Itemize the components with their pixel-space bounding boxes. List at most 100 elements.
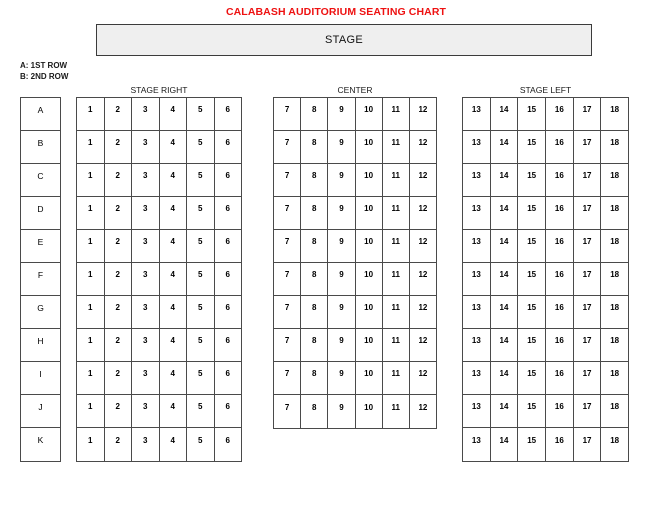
seat-h-2[interactable]: 2 [105, 329, 132, 361]
seat-g-8[interactable]: 8 [301, 296, 329, 328]
seat-c-13[interactable]: 13 [463, 164, 491, 196]
seat-h-11[interactable]: 11 [383, 329, 410, 361]
seat-c-11[interactable]: 11 [383, 164, 410, 196]
seat-d-3[interactable]: 3 [132, 197, 160, 229]
seat-e-7[interactable]: 7 [274, 230, 302, 262]
seat-h-8[interactable]: 8 [301, 329, 329, 361]
seat-j-18[interactable]: 18 [610, 402, 620, 411]
seat-i-15[interactable]: 15 [518, 362, 547, 394]
seat-b-5[interactable]: 5 [187, 131, 215, 163]
seat-e-17[interactable]: 17 [574, 230, 602, 262]
seat-g-7[interactable]: 7 [274, 296, 302, 328]
seat-k-16[interactable]: 16 [546, 428, 574, 461]
seat-d-12[interactable]: 12 [418, 204, 428, 213]
seat-g-16[interactable]: 16 [546, 296, 574, 328]
seat-c-12[interactable]: 12 [418, 171, 428, 180]
seat-j-6[interactable]: 6 [225, 402, 230, 411]
seat-e-9[interactable]: 9 [328, 230, 356, 262]
seat-c-10[interactable]: 10 [356, 164, 383, 196]
seat-j-4[interactable]: 4 [160, 395, 187, 427]
seat-a-18[interactable]: 18 [610, 105, 620, 114]
seat-f-12[interactable]: 12 [418, 270, 428, 279]
seat-e-1[interactable]: 1 [77, 230, 105, 262]
seat-j-17[interactable]: 17 [574, 395, 602, 427]
seat-b-3[interactable]: 3 [132, 131, 160, 163]
seat-b-8[interactable]: 8 [301, 131, 329, 163]
seat-e-2[interactable]: 2 [105, 230, 132, 262]
seat-f-5[interactable]: 5 [187, 263, 215, 295]
seat-b-18[interactable]: 18 [610, 138, 620, 147]
seat-d-14[interactable]: 14 [491, 197, 519, 229]
seat-j-13[interactable]: 13 [463, 395, 491, 427]
seat-e-13[interactable]: 13 [463, 230, 491, 262]
seat-g-18[interactable]: 18 [610, 303, 620, 312]
seat-c-4[interactable]: 4 [160, 164, 187, 196]
seat-j-9[interactable]: 9 [328, 395, 356, 428]
seat-j-14[interactable]: 14 [491, 395, 519, 427]
seat-g-2[interactable]: 2 [105, 296, 132, 328]
seat-b-17[interactable]: 17 [574, 131, 602, 163]
seat-i-3[interactable]: 3 [132, 362, 160, 394]
seat-j-15[interactable]: 15 [518, 395, 547, 427]
seat-f-16[interactable]: 16 [546, 263, 574, 295]
seat-c-8[interactable]: 8 [301, 164, 329, 196]
seat-e-10[interactable]: 10 [356, 230, 383, 262]
seat-a-3[interactable]: 3 [132, 98, 160, 130]
seat-f-14[interactable]: 14 [491, 263, 519, 295]
seat-c-9[interactable]: 9 [328, 164, 356, 196]
seat-e-12[interactable]: 12 [418, 237, 428, 246]
seat-i-4[interactable]: 4 [160, 362, 187, 394]
seat-k-4[interactable]: 4 [160, 428, 187, 461]
seat-h-13[interactable]: 13 [463, 329, 491, 361]
seat-g-9[interactable]: 9 [328, 296, 356, 328]
seat-d-5[interactable]: 5 [187, 197, 215, 229]
seat-j-7[interactable]: 7 [274, 395, 302, 428]
seat-e-3[interactable]: 3 [132, 230, 160, 262]
seat-i-17[interactable]: 17 [574, 362, 602, 394]
seat-b-14[interactable]: 14 [491, 131, 519, 163]
seat-c-18[interactable]: 18 [610, 171, 620, 180]
seat-d-13[interactable]: 13 [463, 197, 491, 229]
seat-a-4[interactable]: 4 [160, 98, 187, 130]
seat-a-7[interactable]: 7 [274, 98, 302, 130]
seat-i-18[interactable]: 18 [610, 369, 620, 378]
seat-h-18[interactable]: 18 [610, 336, 620, 345]
seat-f-9[interactable]: 9 [328, 263, 356, 295]
seat-k-15[interactable]: 15 [518, 428, 547, 461]
seat-j-16[interactable]: 16 [546, 395, 574, 427]
seat-k-18[interactable]: 18 [610, 435, 620, 445]
seat-h-5[interactable]: 5 [187, 329, 215, 361]
seat-j-3[interactable]: 3 [132, 395, 160, 427]
seat-b-15[interactable]: 15 [518, 131, 547, 163]
seat-k-5[interactable]: 5 [187, 428, 215, 461]
seat-e-4[interactable]: 4 [160, 230, 187, 262]
seat-a-8[interactable]: 8 [301, 98, 329, 130]
seat-d-16[interactable]: 16 [546, 197, 574, 229]
seat-d-7[interactable]: 7 [274, 197, 302, 229]
seat-f-3[interactable]: 3 [132, 263, 160, 295]
seat-a-14[interactable]: 14 [491, 98, 519, 130]
seat-d-11[interactable]: 11 [383, 197, 410, 229]
seat-e-18[interactable]: 18 [610, 237, 620, 246]
seat-i-10[interactable]: 10 [356, 362, 383, 394]
seat-g-14[interactable]: 14 [491, 296, 519, 328]
seat-d-6[interactable]: 6 [225, 204, 230, 213]
seat-j-8[interactable]: 8 [301, 395, 329, 428]
seat-f-6[interactable]: 6 [225, 270, 230, 279]
seat-a-13[interactable]: 13 [463, 98, 491, 130]
seat-f-15[interactable]: 15 [518, 263, 547, 295]
seat-d-9[interactable]: 9 [328, 197, 356, 229]
seat-a-16[interactable]: 16 [546, 98, 574, 130]
seat-g-5[interactable]: 5 [187, 296, 215, 328]
seat-b-11[interactable]: 11 [383, 131, 410, 163]
seat-f-4[interactable]: 4 [160, 263, 187, 295]
seat-h-1[interactable]: 1 [77, 329, 105, 361]
seat-c-1[interactable]: 1 [77, 164, 105, 196]
seat-h-4[interactable]: 4 [160, 329, 187, 361]
seat-j-5[interactable]: 5 [187, 395, 215, 427]
seat-g-6[interactable]: 6 [225, 303, 230, 312]
seat-f-17[interactable]: 17 [574, 263, 602, 295]
seat-j-11[interactable]: 11 [383, 395, 410, 428]
seat-i-8[interactable]: 8 [301, 362, 329, 394]
seat-h-7[interactable]: 7 [274, 329, 302, 361]
